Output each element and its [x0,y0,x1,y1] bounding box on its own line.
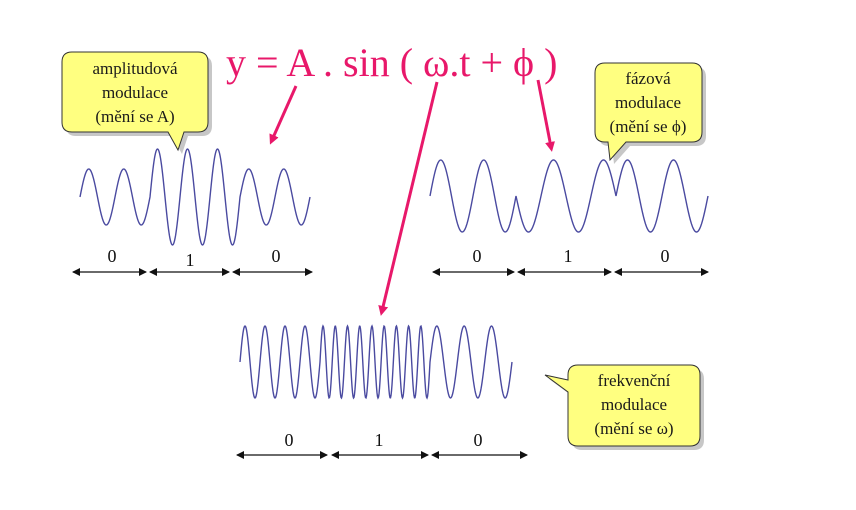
frequency-bit-label-1: 0 [285,430,294,450]
frequency-bit-label-3: 0 [474,430,483,450]
frequency-bit-label-2: 1 [375,430,384,450]
phase-callout: fázová modulace (mění se ϕ) [594,62,706,164]
phase-callout-line-1: fázová [625,69,671,88]
amplitude-callout-bubble [61,51,209,152]
phase-callout-line-2: modulace [615,93,681,112]
phase-bit-label-1: 0 [473,246,482,266]
phase-modulated-wave [429,159,709,233]
frequency-callout-line-1: frekvenční [598,371,671,390]
pointer-arrows [269,79,555,316]
phase-bit-scale: 0 1 0 [432,246,709,276]
frequency-modulated-wave [239,324,513,400]
phase-wave-path [429,159,709,233]
amplitude-bit-label-2: 1 [186,250,195,270]
amplitude-callout: amplitudová modulace (mění se A) [61,51,212,154]
amplitude-wave-path [79,148,311,246]
frequency-callout-line-2: modulace [601,395,667,414]
phase-callout-line-3: (mění se ϕ) [610,117,687,136]
phase-callout-bubble [594,62,703,162]
frequency-bit-scale: 0 1 0 [236,430,528,459]
amplitude-callout-line-3: (mění se A) [95,107,174,126]
phase-bit-label-3: 0 [661,246,670,266]
amplitude-pointer-arrow [269,85,298,145]
amplitude-modulated-wave [79,148,311,246]
frequency-callout: frekvenční modulace (mění se ω) [544,364,704,450]
amplitude-bit-label-1: 0 [108,246,117,266]
frequency-callout-line-3: (mění se ω) [594,419,673,438]
amplitude-bit-scale: 0 1 0 [72,246,313,276]
amplitude-bit-label-3: 0 [272,246,281,266]
phase-pointer-arrow [536,79,555,152]
amplitude-callout-line-2: modulace [102,83,168,102]
frequency-callout-bubble [544,364,701,447]
formula-text: y = A . sin ( ω.t + ϕ ) [226,40,557,85]
phase-bit-label-2: 1 [564,246,573,266]
amplitude-callout-line-1: amplitudová [93,59,178,78]
frequency-wave-path [239,324,513,400]
frequency-pointer-arrow [378,81,439,316]
